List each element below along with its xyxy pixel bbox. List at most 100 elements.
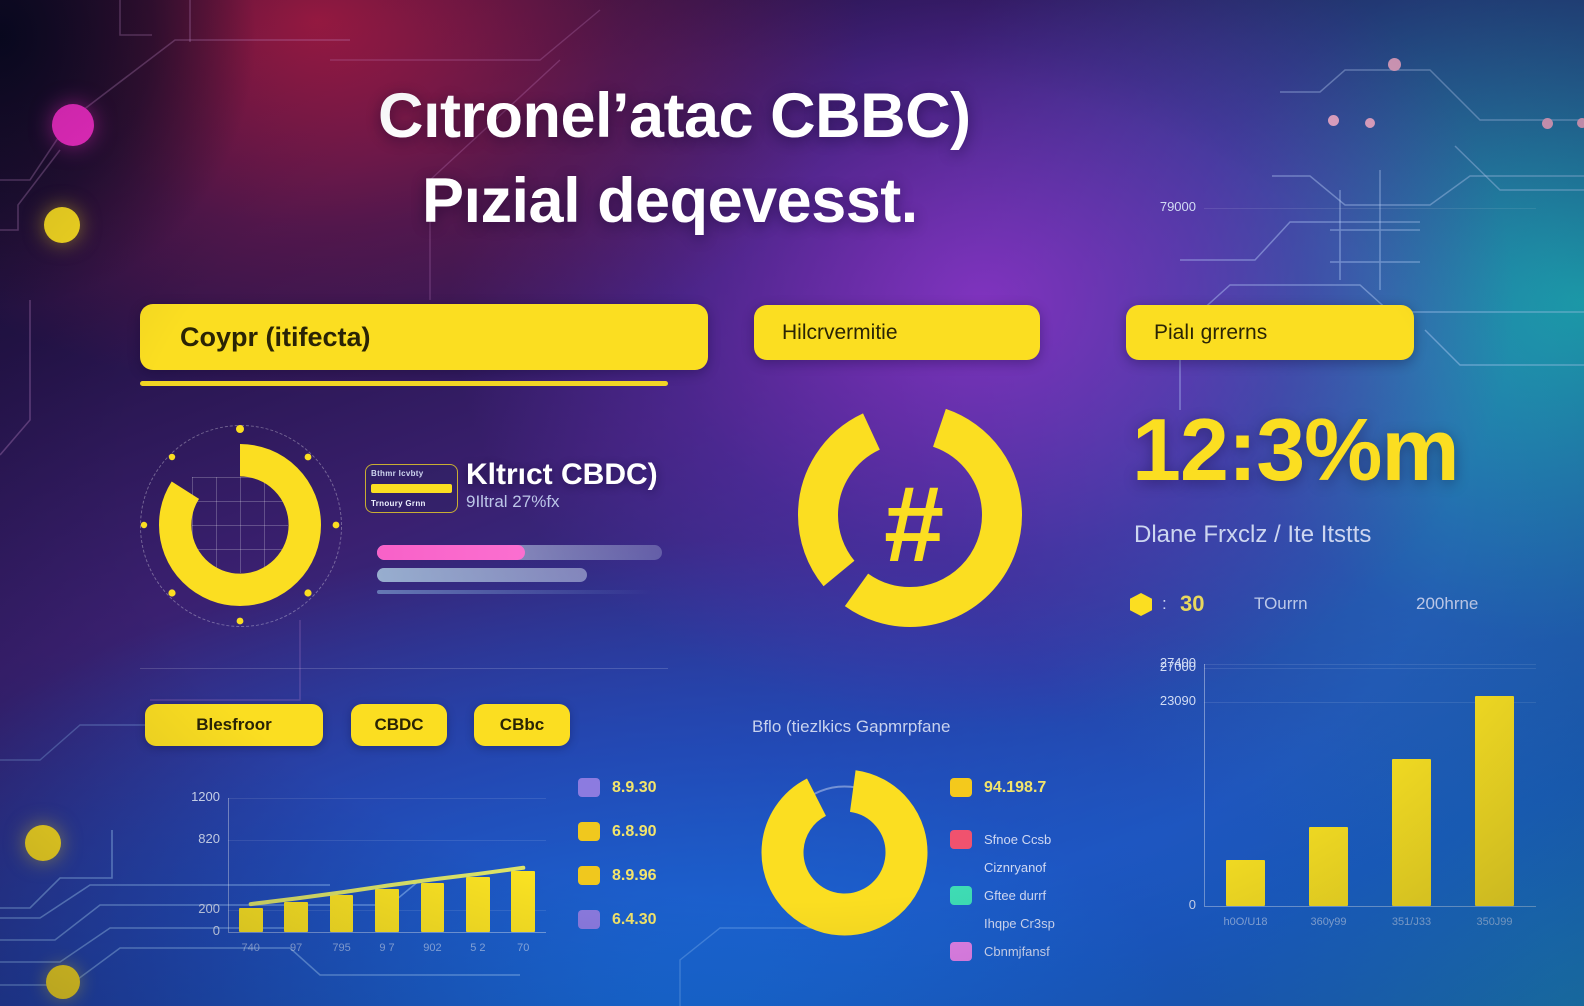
ring-tick-dots (140, 425, 340, 625)
chart-bar (1226, 860, 1265, 906)
accent-dot-yellow-upper (44, 207, 80, 243)
filter-tag-1[interactable]: CBDC (351, 704, 447, 746)
chart-gridline (1204, 664, 1536, 665)
legend-label: Ciznryanof (984, 860, 1046, 875)
tab-right[interactable]: Pialı grrerns (1126, 305, 1414, 360)
y-axis-tick-label: 0 (154, 923, 220, 938)
hash-icon: # (884, 470, 944, 578)
chart-bar (1309, 826, 1348, 906)
legend-item: Gftee durrf (950, 886, 1046, 905)
metric-value: 30 (1180, 591, 1204, 617)
center-ring-chart (798, 403, 1022, 627)
x-axis-tick-label: 97 (273, 942, 318, 954)
legend-item: 94.198.7 (950, 778, 1046, 797)
legend-item: 6.8.90 (578, 822, 656, 841)
legend-label: 8.9.96 (612, 867, 656, 885)
legend-item: 6.4.30 (578, 910, 656, 929)
x-axis-tick-label: 740 (228, 942, 273, 954)
filter-tag-2[interactable]: CBbc (474, 704, 570, 746)
tab-primary[interactable]: Coypr (itifecta) (140, 304, 708, 370)
legend-label: 94.198.7 (984, 779, 1046, 797)
chart-gridline (1204, 667, 1536, 669)
chart-bar (420, 882, 445, 932)
background-dark-corner (0, 0, 300, 360)
left-bar-chart: 0 200 820 1200 740977959 79025 270 (150, 780, 550, 970)
page-title-line-1: Cıtronel’atac CBBC) (378, 81, 971, 151)
x-axis-tick-label: 70 (501, 942, 546, 954)
legend-label: Cbnmjfansf (984, 944, 1050, 959)
metric-separator: : (1162, 594, 1167, 614)
center-donut-legend: 94.198.7 Sfnoe Ccsb Ciznryanof Gftee durrf I… (950, 778, 1110, 961)
circuit-node-dot-d (1542, 118, 1553, 129)
chart-gridline (1204, 702, 1536, 704)
ring-arc (159, 444, 321, 606)
tab-middle[interactable]: Hilcrvermitie (754, 305, 1040, 360)
accent-dot-magenta (52, 104, 94, 146)
metric-row: : 30 TOurrn 200hrne (1130, 590, 1530, 620)
y-axis-line (228, 798, 229, 932)
legend-swatch (578, 822, 600, 841)
legend-item: Ihqpe Cr3sp (950, 914, 1055, 933)
chart-trend-line (248, 865, 526, 907)
legend-swatch (578, 910, 600, 929)
x-axis-tick-label: 902 (410, 942, 455, 954)
legend-item: Cbnmjfansf (950, 942, 1050, 961)
x-axis-tick-label: 350J99 (1453, 916, 1536, 928)
badge-progress-bar (371, 484, 452, 493)
center-donut-title: Bflo (tiezlkics Gapmrpfane (752, 717, 950, 737)
progress-fill-1 (377, 545, 526, 560)
accent-dot-yellow-lower-b (46, 965, 80, 999)
progress-track-2 (377, 568, 587, 582)
ring-inner-grid (192, 477, 288, 573)
chart-bar (466, 877, 490, 932)
center-donut-chart (761, 769, 928, 936)
legend-swatch (950, 942, 972, 961)
chart-bar (284, 902, 308, 932)
filter-tag-0[interactable]: Blesfroor (145, 704, 323, 746)
legend-label: Sfnoe Ccsb (984, 832, 1051, 847)
left-chart-legend: 8.9.30 6.8.90 8.9.96 6.4.30 (578, 778, 698, 948)
y-axis-tick-label: 27000 (1130, 659, 1196, 674)
badge-bottom-label: Trnoury Grnn (371, 499, 452, 508)
legend-label: 6.4.30 (612, 911, 656, 929)
legend-label: 8.9.30 (612, 779, 656, 797)
x-axis-tick-label: 9 7 (364, 942, 409, 954)
legend-swatch (950, 778, 972, 797)
left-ring-chart (140, 425, 342, 627)
legend-label: 6.8.90 (612, 823, 656, 841)
legend-swatch (950, 886, 972, 905)
chart-bar (1475, 695, 1514, 906)
page-title: Cıtronel’atac CBBC) Pızial deqevesst. (378, 74, 1378, 244)
legend-swatch (950, 830, 972, 849)
x-axis-tick-label: 795 (319, 942, 364, 954)
y-axis-tick-label: 820 (154, 831, 220, 846)
headline-metric-value: 12:3%m (1132, 406, 1460, 494)
legend-label: Gftee durrf (984, 888, 1046, 903)
circuit-node-dot-e (1577, 118, 1584, 128)
y-axis-tick-label: 23090 (1130, 693, 1196, 708)
x-axis-tick-label: 5 2 (455, 942, 500, 954)
chart-gridline (228, 840, 546, 842)
accent-dot-yellow-lower-a (25, 825, 61, 861)
x-axis-tick-label: 360y99 (1287, 916, 1370, 928)
section-divider-left (140, 668, 668, 669)
legend-item: Sfnoe Ccsb (950, 830, 1051, 849)
legend-item: 8.9.96 (578, 866, 656, 885)
legend-swatch (578, 778, 600, 797)
circuit-node-dot-a (1388, 58, 1401, 71)
chart-bar (1392, 758, 1431, 906)
right-bar-chart: 0 23090 27000 79000 27400 h0O/U18360y99351/J3… (1122, 199, 1542, 958)
kpi-badge-card: Bthmr Icvbty Trnoury Grnn (365, 464, 458, 513)
chart-bar (238, 907, 263, 932)
y-axis-tick-label: 200 (154, 901, 220, 916)
y-axis-tick-label: 0 (1130, 897, 1196, 912)
chart-bar (329, 895, 354, 932)
y-axis-line (1204, 664, 1205, 906)
tab-primary-underline (140, 381, 668, 386)
circuit-node-dot-b (1328, 115, 1339, 126)
y-axis-tick-label: 79000 (1130, 199, 1196, 214)
legend-item: Ciznryanof (950, 858, 1046, 877)
